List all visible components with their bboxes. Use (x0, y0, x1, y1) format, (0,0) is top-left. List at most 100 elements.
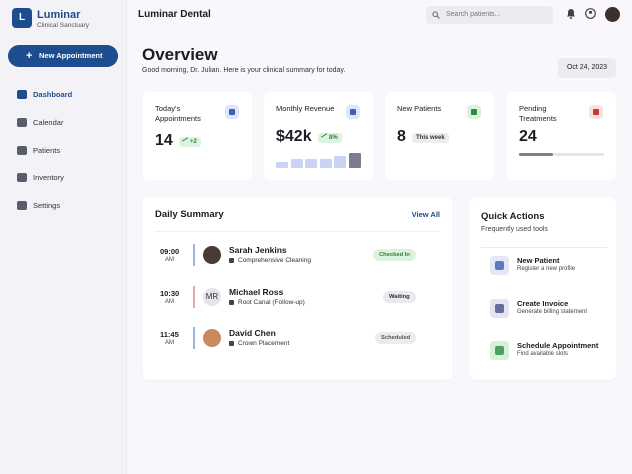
service-icon (229, 299, 234, 305)
trend-bar (276, 162, 288, 168)
nav-item[interactable]: Patients (8, 145, 118, 157)
trend-bar (305, 159, 317, 168)
stat-card: Pending Treatments 24 (507, 92, 616, 180)
search-icon (432, 11, 440, 19)
nav-label: Calendar (33, 117, 64, 127)
quick-action[interactable]: Schedule Appointment Find available slots (481, 341, 607, 361)
search-box[interactable]: Search patients... (426, 6, 553, 24)
panel-subtitle: Frequently used tools (481, 226, 548, 233)
account-icon[interactable] (585, 8, 596, 19)
time: 11:45 (160, 330, 179, 339)
stat-icon-glyph (350, 109, 356, 115)
bell-icon[interactable] (566, 8, 576, 19)
nav-icon (17, 90, 27, 99)
new-appointment-button[interactable]: + New Appointment (8, 45, 118, 67)
service: Comprehensive Cleaning (238, 257, 311, 264)
panel-title: Daily Summary (155, 209, 224, 220)
button-label: New Appointment (39, 51, 103, 60)
stat-icon-glyph (229, 109, 235, 115)
action-description: Generate billing statement (517, 308, 588, 315)
nav-label: Inventory (33, 173, 64, 183)
nav-item[interactable]: Dashboard (8, 89, 118, 101)
action-icon-glyph (495, 261, 504, 270)
patient-avatar: MR (203, 287, 221, 306)
action-title: Schedule Appointment (517, 341, 599, 350)
trend-bar (348, 153, 361, 168)
stat-badge: 8% (318, 133, 342, 143)
status-pill: Checked In (373, 249, 416, 261)
nav-icon (17, 201, 27, 210)
sidebar (0, 0, 127, 474)
stat-label: Pending Treatments (519, 104, 557, 123)
quick-action[interactable]: New Patient Register a new profile (481, 256, 607, 276)
stat-value: 8 (397, 128, 406, 145)
timeline-bar (193, 327, 195, 349)
stat-badge: +2 (179, 137, 201, 147)
trend-bar (290, 159, 303, 168)
quick-action[interactable]: Create Invoice Generate billing statement (481, 298, 607, 319)
action-title: New Patient (517, 256, 560, 265)
daily-summary-panel: Daily Summary View All 09:00 AM Sarah Jenk… (143, 197, 452, 380)
appointment-row[interactable]: 11:45 AM David Chen Crown Placement Schedule… (143, 327, 452, 351)
tagline: Clinical Sanctuary (37, 22, 90, 29)
nav-icon (17, 117, 27, 127)
brand: Luminar (37, 9, 81, 21)
stat-card: Today's Appointments 14 +2 (143, 92, 252, 180)
patient-name: David Chen (229, 328, 276, 338)
patient-avatar (203, 329, 221, 347)
trend-bar (334, 156, 346, 168)
stat-card: New Patients 8 This week (385, 92, 494, 180)
patient-avatar (203, 246, 221, 264)
panel-title: Quick Actions (481, 211, 545, 222)
stat-value: 14 (155, 132, 173, 149)
nav-label: Patients (33, 145, 61, 155)
action-description: Find available slots (517, 351, 569, 357)
stat-label: Monthly Revenue (276, 104, 335, 113)
stat-value: 24 (519, 128, 537, 145)
progress-track (519, 153, 604, 156)
page-subtitle: Good morning, Dr. Julian. Here is your c… (142, 67, 346, 74)
page-title: Overview (142, 45, 218, 64)
service-icon (229, 258, 234, 263)
nav-item[interactable]: Inventory (8, 172, 118, 184)
stat-badge: This week (412, 133, 449, 143)
stat-icon-glyph (471, 109, 477, 115)
timeline-bar (193, 244, 195, 266)
service: Crown Placement (238, 340, 290, 347)
period: AM (165, 340, 174, 346)
action-title: Create Invoice (517, 298, 569, 308)
action-icon-glyph (495, 346, 504, 355)
divider (155, 231, 440, 232)
period: AM (165, 298, 174, 305)
action-icon-glyph (495, 303, 504, 313)
nav-item[interactable]: Calendar (8, 117, 118, 129)
plus-icon: + (26, 50, 33, 62)
appointment-row[interactable]: 10:30 AM MR Michael Ross Root Canal (Follow-… (143, 285, 452, 310)
patient-name: Michael Ross (229, 286, 284, 297)
date-chip[interactable]: Oct 24, 2023 (558, 58, 616, 78)
action-description: Register a new profile (517, 266, 576, 272)
stat-label: New Patients (397, 104, 442, 113)
status-pill: Waiting (383, 290, 416, 303)
service: Root Canal (Follow-up) (238, 298, 305, 306)
nav-item[interactable]: Settings (8, 200, 118, 212)
status-pill: Scheduled (375, 332, 417, 344)
stat-icon-glyph (593, 109, 599, 115)
service-icon (229, 341, 234, 346)
view-all-link[interactable]: View All (411, 210, 440, 219)
nav-label: Settings (33, 201, 61, 210)
nav-label: Dashboard (33, 90, 73, 99)
stat-label: Today's Appointments (155, 104, 201, 123)
timeline-bar (193, 285, 195, 308)
logo: L (12, 8, 32, 28)
time: 10:30 (160, 288, 180, 298)
period: AM (165, 257, 174, 263)
user-avatar[interactable] (605, 7, 620, 22)
patient-name: Sarah Jenkins (229, 245, 287, 255)
time: 09:00 (160, 247, 180, 256)
progress-fill (519, 153, 553, 156)
topbar-title: Luminar Dental (138, 9, 211, 20)
trend-bar (319, 159, 332, 168)
appointment-row[interactable]: 09:00 AM Sarah Jenkins Comprehensive Cleani… (143, 244, 452, 268)
